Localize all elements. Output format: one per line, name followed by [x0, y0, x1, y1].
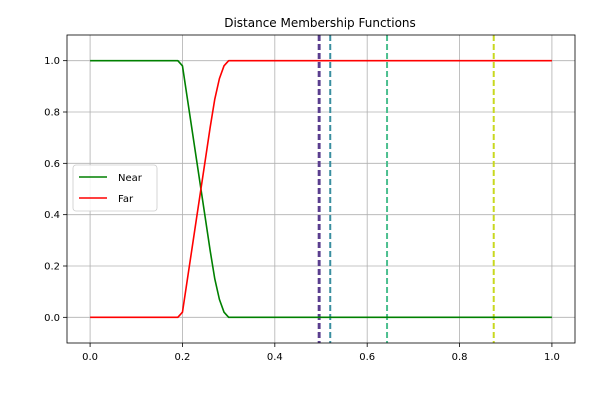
legend-label-near: Near: [118, 173, 143, 184]
series-line-far: [90, 59, 552, 319]
series-line-near: [90, 59, 552, 319]
x-tick-label: 0.8: [452, 352, 468, 363]
chart-title: Distance Membership Functions: [224, 16, 416, 30]
y-tick-label: 0.2: [44, 262, 60, 273]
legend-box: [72, 164, 158, 212]
axes-frame: [66, 34, 576, 344]
x-tick-label: 0.2: [175, 352, 191, 363]
y-tick-label: 0.0: [44, 313, 60, 324]
y-tick-label: 0.4: [44, 210, 60, 221]
y-tick-label: 0.8: [44, 108, 60, 119]
y-tick-label: 1.0: [44, 56, 60, 67]
legend-label-far: Far: [118, 194, 134, 205]
x-tick-label: 0.0: [82, 352, 98, 363]
y-tick-label: 0.6: [44, 159, 60, 170]
x-tick-label: 0.4: [267, 352, 283, 363]
x-tick-label: 0.6: [359, 352, 375, 363]
plot-area: 0.0 0.2 0.4 0.6 0.8 1.0 0.0 0.2 0.4 0.6 0.8 1.0 Near…: [44, 34, 576, 363]
x-tick-label: 1.0: [544, 352, 560, 363]
